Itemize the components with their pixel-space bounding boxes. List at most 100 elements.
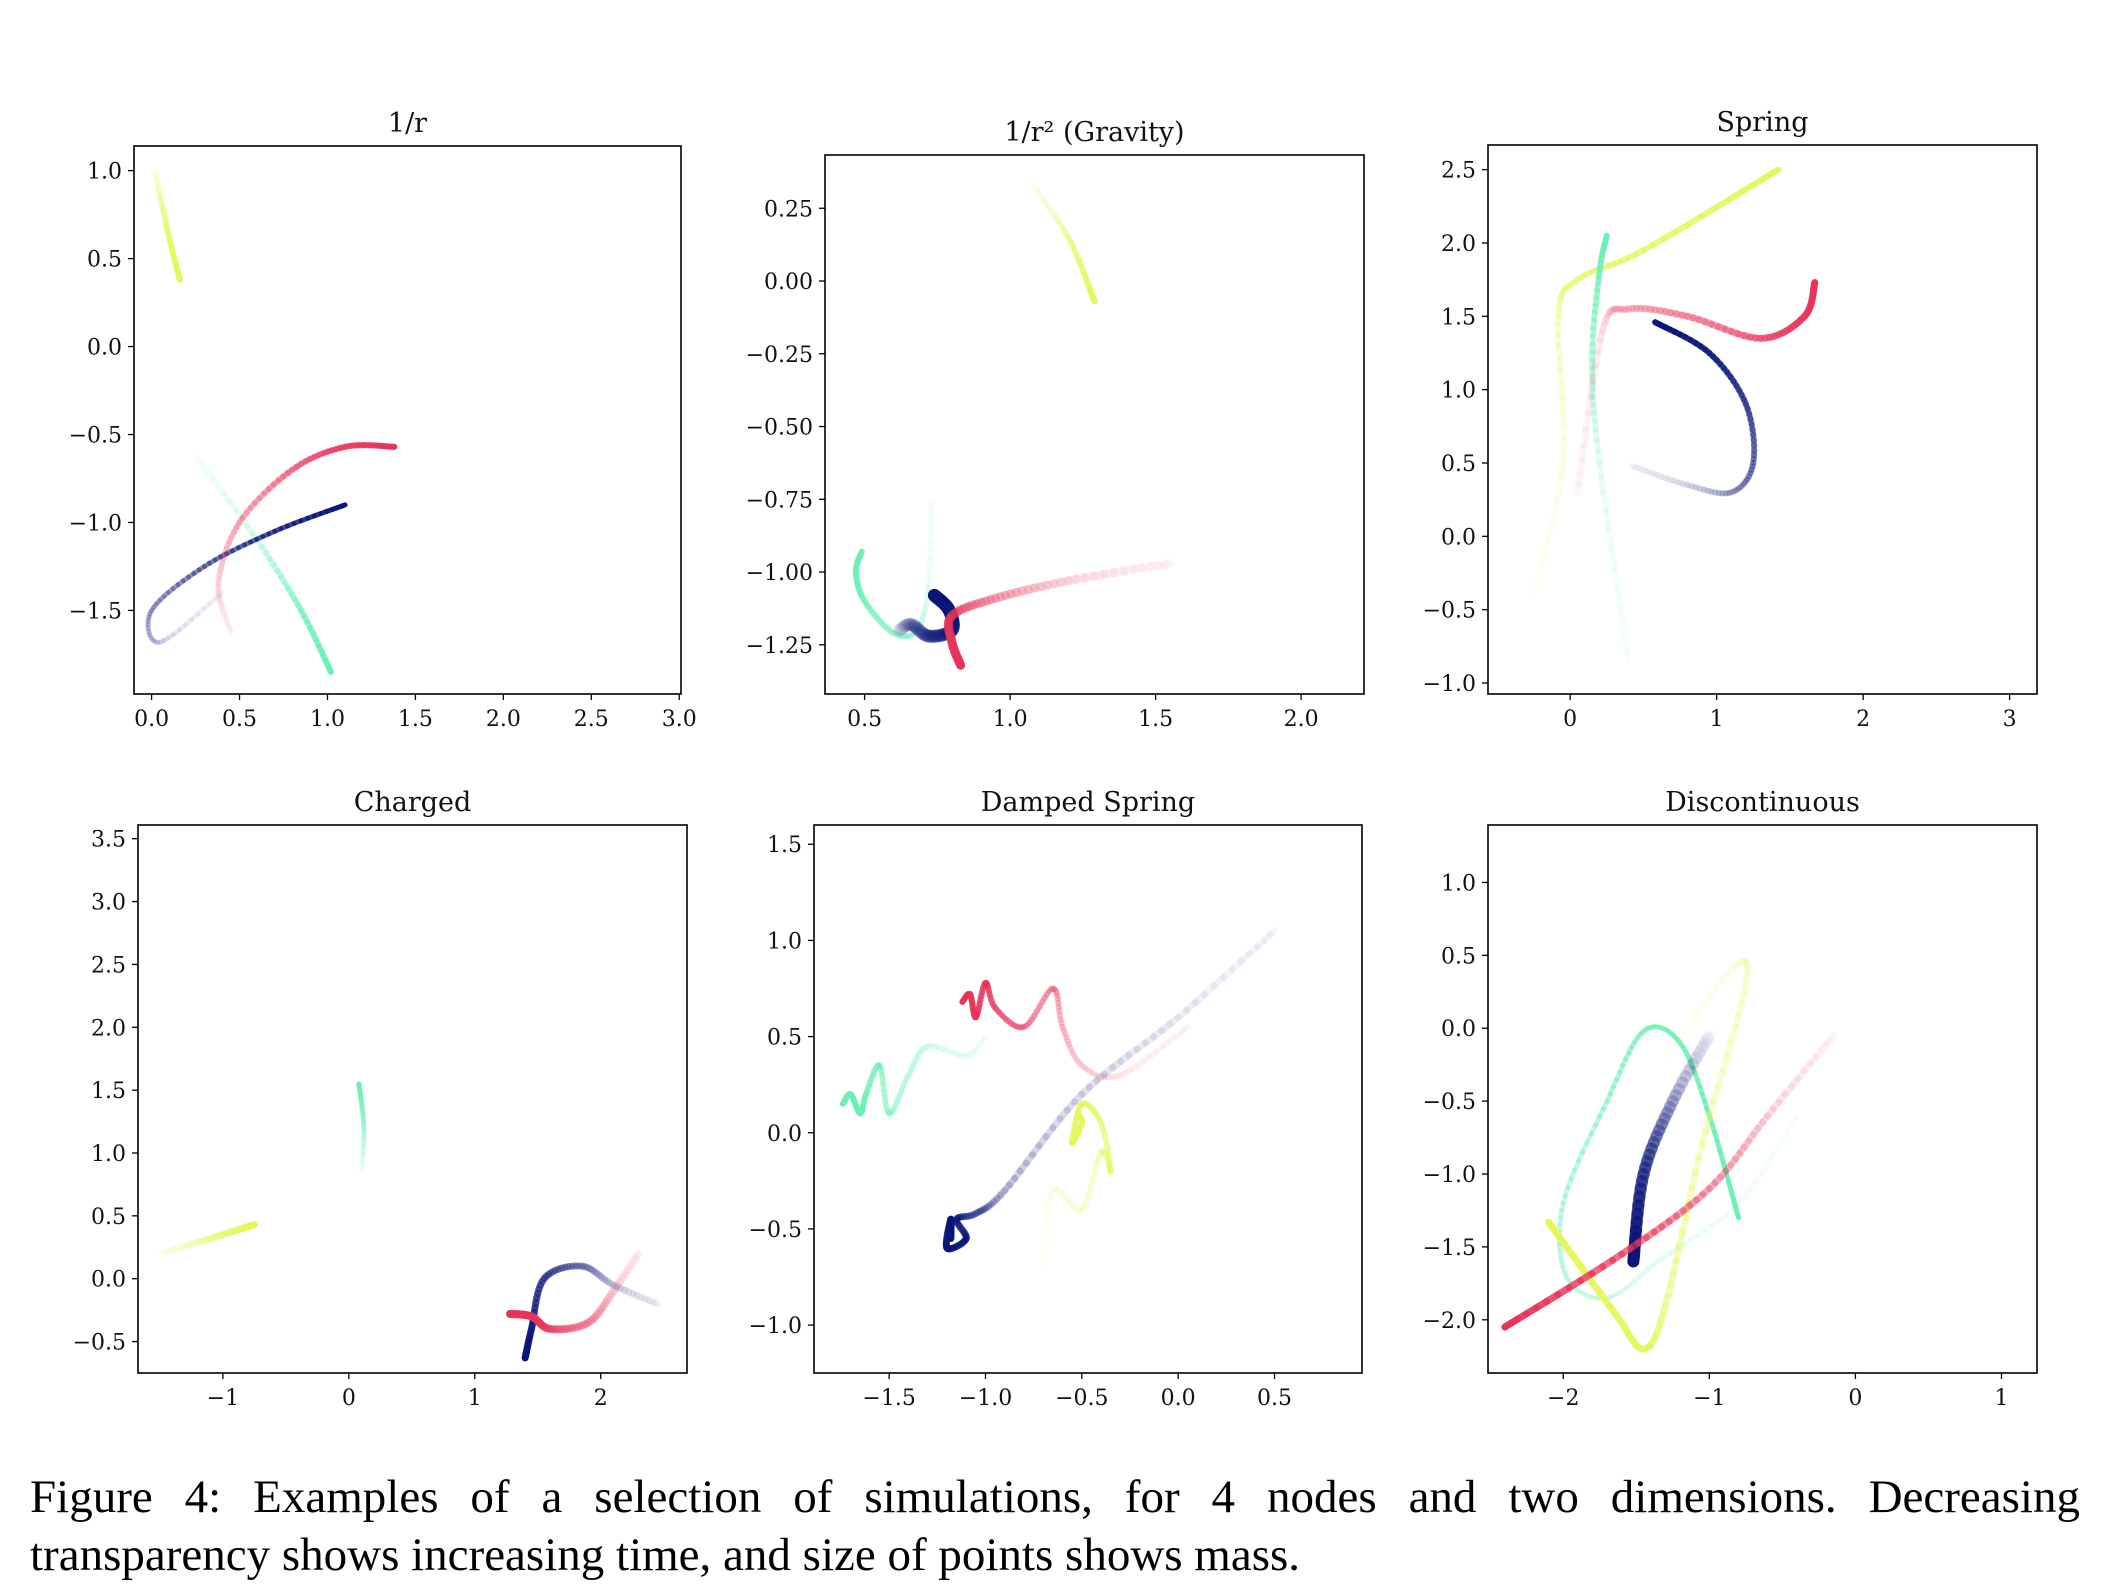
trajectory-segment	[1608, 305, 1617, 314]
trajectory-segment	[1750, 456, 1757, 466]
axes-frame	[1487, 144, 2038, 695]
trajectory-segment	[251, 495, 263, 507]
trajectory-segment	[1041, 197, 1051, 209]
trajectory-segment	[1021, 1022, 1030, 1030]
trajectory-segment	[975, 1041, 983, 1050]
trajectory-segment	[885, 1109, 893, 1117]
trajectory-segment	[1557, 292, 1565, 303]
trajectory-segment	[1166, 1013, 1182, 1028]
trajectory-segment	[1071, 573, 1090, 584]
trajectory-segment	[284, 466, 296, 477]
trajectory-segment	[1055, 218, 1066, 231]
trajectory-segment	[1044, 1201, 1052, 1215]
subplot-2: Spring 0 1 2 3 2.5 2.0 1.5 1.0 0.5 0.0 −0.5 −1.0	[1423, 107, 2038, 732]
trajectory-segment	[1662, 308, 1675, 317]
trajectory-segment	[900, 1078, 909, 1090]
trajectory-segment	[157, 638, 167, 645]
trajectory-segment	[1749, 1124, 1762, 1139]
y-tick-label: 1.0	[767, 929, 802, 954]
trajectory-segment	[878, 1071, 886, 1082]
trajectory-segment	[1072, 1054, 1081, 1064]
trajectory-segment	[1060, 1027, 1068, 1037]
trajectory-segment	[258, 543, 269, 556]
x-tick-label: −1.5	[862, 1386, 915, 1411]
trajectory-segment	[1631, 463, 1641, 472]
trajectory-segment	[188, 1239, 201, 1248]
trajectory-segment	[869, 609, 879, 620]
trajectory-segment	[1074, 1206, 1083, 1214]
trajectory-segment	[1822, 1035, 1834, 1048]
trajectory-segment	[1731, 1010, 1743, 1031]
trajectory-segment	[1769, 1098, 1783, 1113]
trajectory-segment	[1788, 1117, 1797, 1129]
trajectory-segment	[1641, 305, 1654, 313]
trajectory-segment	[233, 519, 243, 531]
trajectory-segment	[1029, 181, 1038, 191]
y-tick-label: −0.5	[1423, 599, 1476, 624]
trajectory-segment	[149, 604, 157, 613]
trajectory-segment	[915, 622, 923, 632]
trajectory-segment	[146, 611, 153, 620]
trajectory-segment	[1588, 1122, 1599, 1137]
trajectory-segment	[1742, 974, 1751, 988]
trajectory-segment	[1029, 582, 1046, 593]
y-tick-label: 2.0	[91, 1016, 126, 1041]
trajectory-segment	[156, 188, 163, 198]
trajectory-segment	[936, 1044, 947, 1052]
trajectory-segment	[913, 1052, 922, 1061]
trajectory-segment	[1056, 1187, 1065, 1196]
trajectory-segment	[1723, 1037, 1735, 1060]
trajectory-green	[356, 1081, 367, 1175]
trajectory-segment	[204, 468, 216, 482]
trajectory-segment	[1036, 580, 1052, 592]
trajectory-segment	[1133, 1039, 1149, 1053]
trajectory-segment	[917, 627, 932, 642]
trajectory-segment	[1096, 1148, 1105, 1158]
trajectory-segment	[918, 1045, 927, 1054]
trajectory-segment	[326, 666, 334, 676]
trajectory-segment	[1593, 1114, 1603, 1128]
trajectory-segment	[1653, 1118, 1668, 1137]
trajectory-segment	[1678, 1214, 1690, 1236]
trajectory-segment	[1617, 603, 1626, 627]
trajectory-segment	[1753, 1170, 1765, 1184]
trajectory-segment	[1659, 1301, 1669, 1317]
trajectory-segment	[1653, 1322, 1663, 1335]
trajectory-segment	[1119, 564, 1138, 576]
trajectory-segment	[226, 623, 234, 633]
trajectory-segment	[209, 475, 221, 489]
trajectory-segment	[621, 1266, 632, 1279]
trajectory-segment	[1710, 1082, 1722, 1105]
trajectory-yellow	[156, 1221, 258, 1258]
trajectory-segment	[935, 628, 951, 642]
trajectory-segment	[216, 590, 225, 598]
trajectory-navy	[521, 1262, 661, 1362]
trajectory-segment	[1580, 1140, 1590, 1155]
trajectory-segment	[1065, 234, 1074, 246]
trajectory-segment	[1106, 1156, 1113, 1167]
trajectory-segment	[1052, 213, 1062, 225]
trajectory-segment	[1103, 1141, 1111, 1153]
trajectory-segment	[1604, 308, 1614, 319]
trajectory-segment	[1650, 1258, 1661, 1268]
trajectory-segment	[195, 606, 207, 617]
trajectory-segment	[651, 1299, 661, 1308]
trajectory-segment	[1806, 1053, 1820, 1068]
trajectory-segment	[171, 627, 182, 637]
subplot-0: 1/r 0.0 0.5 1.0 1.5 2.0 2.5 3.0 1.0 0.5 0.0 −0.5 −1.…	[69, 108, 697, 732]
trajectories	[1530, 166, 1819, 664]
y-tick-label: 0.0	[1441, 1017, 1476, 1042]
trajectory-segment	[1573, 480, 1583, 496]
x-tick-label: 0.5	[847, 707, 882, 732]
y-tick-label: −0.5	[749, 1218, 802, 1243]
trajectory-segment	[1556, 296, 1564, 307]
trajectory-segment	[907, 619, 922, 634]
trajectory-segment	[1696, 485, 1707, 493]
trajectory-segment	[1059, 224, 1069, 236]
trajectory-segment	[155, 183, 162, 192]
trajectory-segment	[951, 1050, 961, 1058]
x-tick-label: 1	[1995, 1386, 2009, 1411]
trajectory-segment	[920, 1044, 929, 1052]
trajectory-segment	[979, 1205, 989, 1214]
trajectory-segment	[925, 577, 933, 590]
